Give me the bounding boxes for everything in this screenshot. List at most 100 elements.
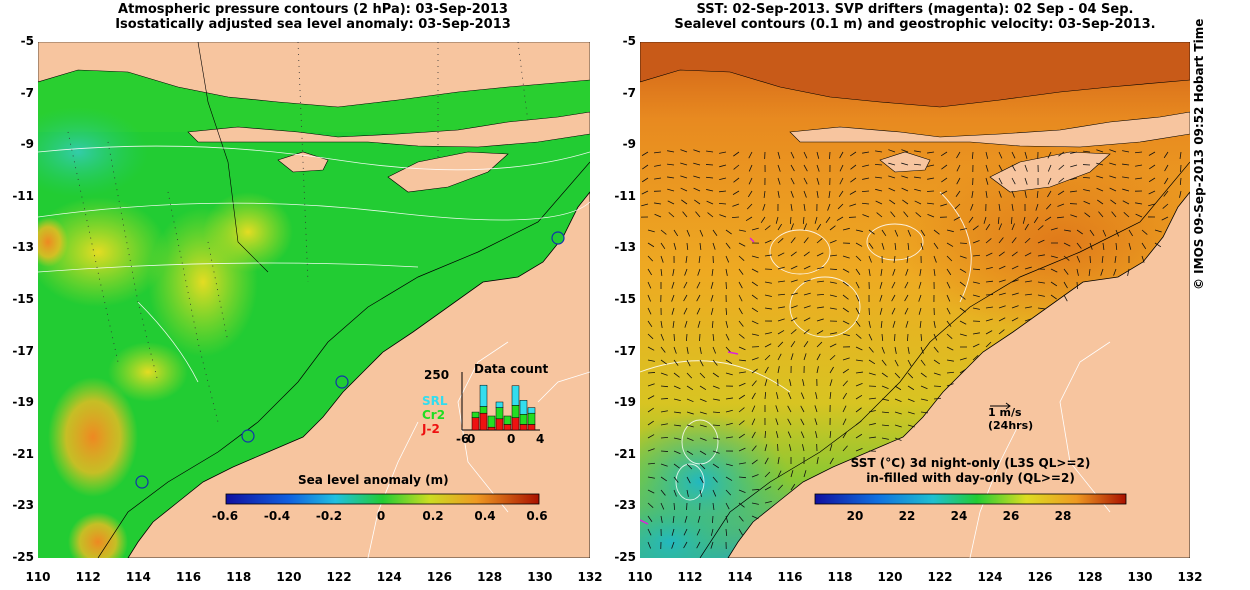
velocity-arrow bbox=[802, 216, 805, 225]
velocity-arrow bbox=[998, 279, 1006, 283]
velocity-arrow bbox=[816, 151, 820, 159]
velocity-arrow bbox=[1070, 190, 1078, 193]
velocity-arrow bbox=[1050, 255, 1058, 259]
velocity-arrow bbox=[660, 268, 663, 276]
velocity-arrow bbox=[748, 164, 753, 172]
inset-xtick: 4 bbox=[536, 432, 545, 446]
velocity-arrow bbox=[647, 515, 653, 522]
velocity-arrow bbox=[777, 266, 785, 270]
velocity-scale-period: (24hrs) bbox=[988, 419, 1034, 432]
velocity-arrow bbox=[738, 528, 743, 536]
velocity-arrow bbox=[790, 237, 796, 244]
inset-xtick: 0 bbox=[467, 432, 476, 446]
velocity-arrow bbox=[904, 294, 909, 302]
velocity-arrow bbox=[1011, 305, 1019, 309]
velocity-arrow bbox=[673, 372, 680, 378]
velocity-arrow bbox=[719, 177, 727, 181]
velocity-arrow bbox=[829, 457, 834, 465]
velocity-arrow bbox=[803, 353, 807, 361]
velocity-arrow bbox=[803, 340, 809, 348]
velocity-arrow bbox=[1084, 212, 1091, 218]
velocity-arrow bbox=[1122, 176, 1130, 179]
velocity-arrow bbox=[699, 242, 702, 250]
velocity-arrow bbox=[673, 437, 681, 440]
longitude-tick: 114 bbox=[727, 570, 753, 584]
velocity-arrow bbox=[985, 151, 989, 159]
velocity-arrow bbox=[1141, 242, 1147, 250]
velocity-arrow bbox=[686, 463, 693, 470]
velocity-arrow bbox=[764, 281, 772, 284]
velocity-arrow bbox=[842, 418, 847, 426]
velocity-arrow bbox=[880, 320, 883, 328]
velocity-arrow bbox=[751, 502, 759, 505]
velocity-arrow bbox=[849, 151, 857, 157]
velocity-arrow bbox=[1122, 200, 1130, 205]
velocity-arrow bbox=[888, 187, 896, 192]
velocity-arrow bbox=[673, 424, 681, 427]
velocity-arrow bbox=[790, 483, 796, 491]
velocity-arrow bbox=[959, 320, 967, 325]
velocity-arrow bbox=[803, 223, 808, 231]
velocity-arrow bbox=[881, 424, 890, 427]
velocity-arrow bbox=[738, 333, 745, 339]
velocity-arrow bbox=[647, 476, 655, 479]
velocity-arrow bbox=[647, 528, 652, 536]
velocity-arrow bbox=[725, 359, 733, 365]
tide-gauge-marker bbox=[241, 429, 255, 443]
velocity-arrow bbox=[907, 333, 909, 342]
velocity-arrow bbox=[940, 151, 948, 157]
velocity-arrow bbox=[946, 333, 953, 339]
velocity-arrow bbox=[738, 281, 743, 289]
velocity-arrow bbox=[940, 190, 948, 195]
velocity-arrow bbox=[894, 346, 897, 354]
velocity-arrow bbox=[876, 212, 883, 218]
velocity-arrow bbox=[972, 225, 979, 231]
velocity-arrow bbox=[725, 346, 731, 353]
velocity-arrow bbox=[901, 149, 909, 153]
velocity-arrow bbox=[725, 422, 733, 426]
velocity-arrow bbox=[698, 255, 701, 263]
velocity-arrow bbox=[1070, 164, 1078, 168]
velocity-arrow bbox=[868, 346, 874, 353]
velocity-arrow bbox=[920, 229, 926, 237]
velocity-arrow bbox=[946, 294, 951, 302]
velocity-arrow bbox=[829, 354, 836, 361]
shelf-contour bbox=[197, 41, 269, 273]
velocity-arrow bbox=[725, 307, 728, 316]
velocity-arrow bbox=[919, 268, 922, 276]
sla-tick: 0.6 bbox=[526, 509, 548, 523]
sst-tick: 28 bbox=[1054, 509, 1072, 523]
velocity-arrow bbox=[725, 489, 732, 496]
velocity-arrow bbox=[985, 164, 989, 172]
velocity-arrow bbox=[862, 164, 870, 168]
inset-xticks: -6 0 0 4 bbox=[38, 432, 590, 446]
velocity-arrow bbox=[738, 268, 744, 275]
velocity-arrow bbox=[972, 268, 981, 271]
velocity-arrow bbox=[1148, 151, 1156, 156]
velocity-arrow bbox=[706, 200, 714, 205]
velocity-arrow bbox=[862, 214, 870, 218]
velocity-arrow bbox=[1163, 190, 1169, 197]
velocity-arrow bbox=[762, 203, 766, 211]
velocity-arrow bbox=[1109, 149, 1117, 153]
velocity-arrow bbox=[998, 329, 1005, 335]
velocity-arrow bbox=[972, 307, 980, 310]
velocity-arrow bbox=[787, 418, 792, 426]
velocity-arrow bbox=[1024, 223, 1029, 231]
velocity-arrow bbox=[903, 211, 909, 218]
velocity-arrow bbox=[1057, 203, 1065, 207]
velocity-arrow bbox=[802, 444, 805, 452]
sst-colorbar bbox=[814, 493, 1127, 505]
velocity-arrow bbox=[738, 394, 746, 400]
velocity-arrow bbox=[738, 320, 744, 327]
legend-j2: J-2 bbox=[422, 422, 440, 436]
latitude-tick: -11 bbox=[12, 188, 34, 203]
latitude-tick: -9 bbox=[622, 137, 636, 152]
velocity-arrow bbox=[699, 489, 702, 497]
velocity-arrow bbox=[829, 379, 833, 387]
inset-bar-segment bbox=[503, 424, 512, 431]
velocity-arrow bbox=[1089, 242, 1093, 250]
velocity-arrow bbox=[881, 229, 887, 237]
velocity-arrow bbox=[710, 294, 714, 302]
velocity-arrow bbox=[790, 470, 794, 478]
